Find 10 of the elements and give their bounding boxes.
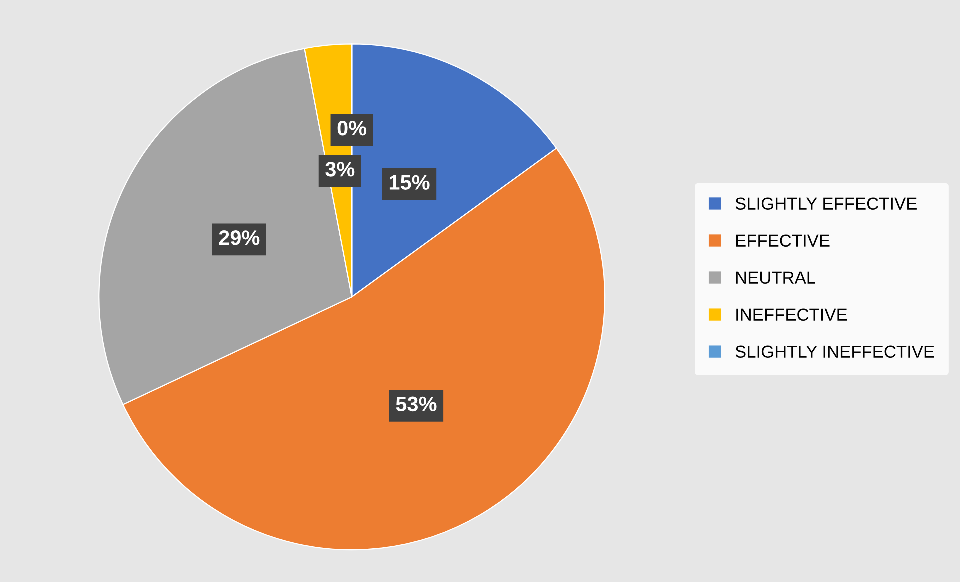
data-label: 3% <box>326 162 355 177</box>
data-label: 53% <box>396 396 437 412</box>
data-label: 15% <box>390 175 430 190</box>
text: 0% <box>338 121 367 136</box>
legend-label: EFFECTIVE <box>736 234 830 248</box>
legend-label: INEFFECTIVE <box>736 308 848 322</box>
legend-label: SLIGHTLY EFFECTIVE <box>736 198 917 210</box>
legend-label: SLIGHTLY INEFFECTIVE <box>736 346 934 358</box>
data-label: 29% <box>219 230 260 246</box>
legend-label: NEUTRAL <box>736 272 816 284</box>
